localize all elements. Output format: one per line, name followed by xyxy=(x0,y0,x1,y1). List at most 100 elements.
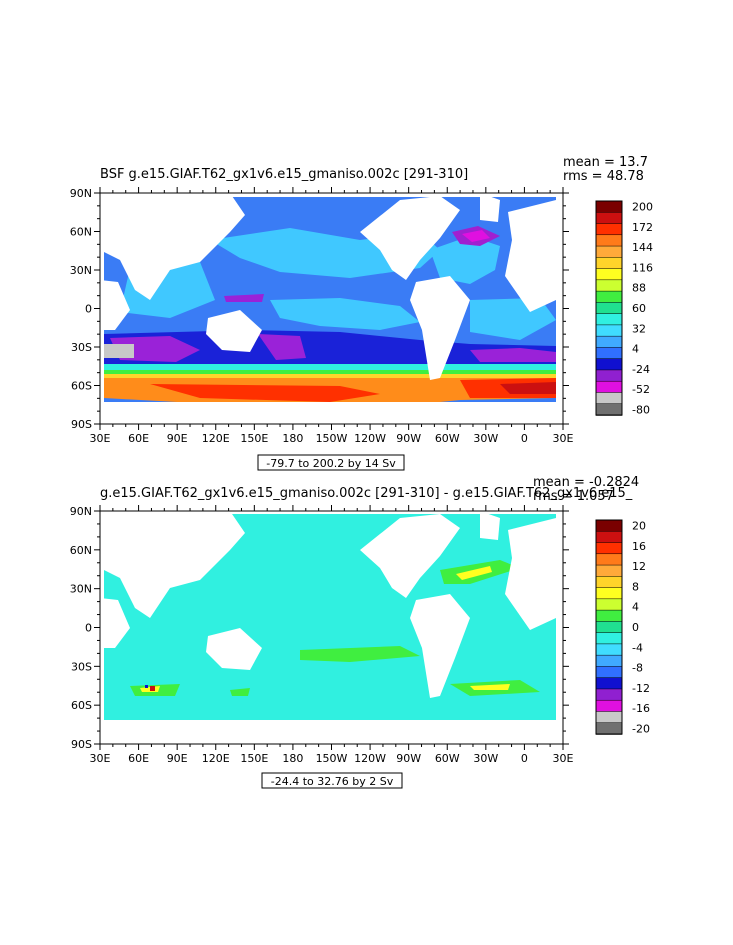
x-tick-label: 30E xyxy=(553,432,574,445)
mean-label: mean = 13.7 xyxy=(563,155,648,170)
colorbar-swatch xyxy=(595,212,623,225)
tick-marks xyxy=(94,187,569,430)
panel-title: g.e15.GIAF.T62_gx1v6.e15_gmaniso.002c [2… xyxy=(100,486,633,501)
y-tick-label: 60N xyxy=(70,226,92,239)
green-blob xyxy=(230,688,250,696)
south-pacific-purple xyxy=(258,334,306,360)
colorbar-label: -80 xyxy=(632,403,650,416)
y-tick-label: 30S xyxy=(71,660,92,673)
x-tick-label: 60E xyxy=(128,432,149,445)
colorbar-label: 4 xyxy=(632,601,639,614)
y-tick-label: 90S xyxy=(71,418,92,431)
colorbar-swatch xyxy=(595,279,623,292)
x-tick-label: 90W xyxy=(396,752,421,765)
colorbar-swatch xyxy=(595,369,623,382)
range-note-box xyxy=(257,454,405,471)
y-tick-label: 60S xyxy=(71,699,92,712)
x-tick-label: 120E xyxy=(202,752,230,765)
acc-red-pacific xyxy=(150,384,380,402)
colorbar-label: 116 xyxy=(632,261,653,274)
colorbar-label: 0 xyxy=(632,621,639,634)
colorbar-label: 144 xyxy=(632,241,653,254)
x-tick-label: 180 xyxy=(282,432,303,445)
panel-difference: g.e15.GIAF.T62_gx1v6.e15_gmaniso.002c [2… xyxy=(70,475,650,789)
colorbar-swatch xyxy=(595,598,623,611)
x-tick-label: 0 xyxy=(521,432,528,445)
x-tick-label: 150E xyxy=(240,752,268,765)
pacific-south-cyan xyxy=(270,298,420,330)
x-tick-label: 90E xyxy=(167,432,188,445)
y-tick-label: 90N xyxy=(70,505,92,518)
colorbar-label: 16 xyxy=(632,540,646,553)
x-tick-label: 150W xyxy=(316,432,348,445)
y-tick-label: 30N xyxy=(70,264,92,277)
colorbar-swatch xyxy=(595,531,623,544)
colorbar-swatch xyxy=(595,643,623,656)
colorbar-label: -20 xyxy=(632,722,650,735)
x-tick-label: 90E xyxy=(167,752,188,765)
x-tick-label: 120W xyxy=(354,432,386,445)
x-tick-label: 150W xyxy=(316,752,348,765)
pacific-green-band xyxy=(300,646,420,662)
range-note: -79.7 to 200.2 by 14 Sv xyxy=(266,457,396,470)
colorbar-swatch xyxy=(595,632,623,645)
colorbar-swatch xyxy=(595,621,623,634)
land xyxy=(100,511,556,744)
colorbar-label: -24 xyxy=(632,363,650,376)
colorbar-label: -12 xyxy=(632,682,650,695)
x-tick-label: 30E xyxy=(90,432,111,445)
y-tick-label: 60N xyxy=(70,544,92,557)
y-tick-label: 30N xyxy=(70,583,92,596)
colorbar-label: -16 xyxy=(632,702,650,715)
range-note: -24.4 to 32.76 by 2 Sv xyxy=(271,775,394,788)
labrador-magenta xyxy=(462,230,490,242)
colorbar-label: 60 xyxy=(632,302,646,315)
rms-label: rms = 1.057 xyxy=(533,489,614,504)
colorbar-swatch xyxy=(595,200,623,214)
colorbar-swatch xyxy=(595,223,623,236)
colorbar-swatch xyxy=(595,711,623,724)
colorbar-frame xyxy=(595,200,623,416)
x-tick-label: 30W xyxy=(473,432,498,445)
colorbar-swatch xyxy=(595,677,623,690)
south-atlantic-purple xyxy=(470,348,556,362)
colorbar-swatch xyxy=(595,290,623,304)
colorbar-label: 88 xyxy=(632,282,646,295)
colorbar-label: 8 xyxy=(632,580,639,593)
panel-bsf: BSF g.e15.GIAF.T62_gx1v6.e15_gmaniso.002… xyxy=(70,155,653,471)
colorbar-label: 32 xyxy=(632,322,646,335)
panel-title: BSF g.e15.GIAF.T62_gx1v6.e15_gmaniso.002… xyxy=(100,167,468,182)
colorbar-swatch xyxy=(595,313,623,326)
colorbar-swatch xyxy=(595,358,623,371)
colorbar-swatch xyxy=(595,609,623,623)
red-spot xyxy=(150,686,155,691)
colorbar-label: -52 xyxy=(632,383,650,396)
colorbar-swatch xyxy=(595,257,623,270)
grey-patch xyxy=(104,344,134,358)
y-tick-label: 30S xyxy=(71,341,92,354)
colorbar-swatch xyxy=(595,699,623,713)
colorbar-swatch xyxy=(595,324,623,337)
x-tick-label: 30W xyxy=(473,752,498,765)
colorbar-label: 12 xyxy=(632,560,646,573)
colorbar-swatch xyxy=(595,403,623,416)
colorbar-swatch xyxy=(595,519,623,533)
colorbar-label: 4 xyxy=(632,343,639,356)
map-field xyxy=(100,511,563,744)
colorbar-swatch xyxy=(595,654,623,668)
colorbar-swatch xyxy=(595,576,623,589)
y-tick-label: 60S xyxy=(71,380,92,393)
colorbar: 200 172 144 116 88 60 32 4 -24 -52 -80 xyxy=(595,200,653,416)
colorbar-label: -4 xyxy=(632,641,643,654)
x-tick-label: 60W xyxy=(435,432,460,445)
atlantic-yellow-streak xyxy=(456,566,492,580)
x-tick-label: 120W xyxy=(354,752,386,765)
colorbar-swatch xyxy=(595,380,623,394)
colorbar-swatch xyxy=(595,688,623,701)
colorbar-swatch xyxy=(595,587,623,600)
colorbar-label: 200 xyxy=(632,201,653,214)
pacific-equatorial-purple xyxy=(224,294,264,302)
x-tick-label: 60E xyxy=(128,752,149,765)
blue-spot xyxy=(145,685,148,688)
